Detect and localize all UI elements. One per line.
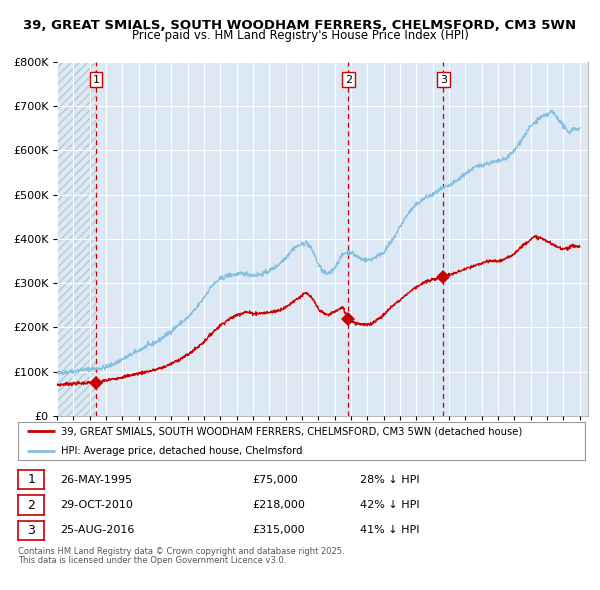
Text: £218,000: £218,000: [252, 500, 305, 510]
Text: 39, GREAT SMIALS, SOUTH WOODHAM FERRERS, CHELMSFORD, CM3 5WN: 39, GREAT SMIALS, SOUTH WOODHAM FERRERS,…: [23, 19, 577, 32]
Text: 1: 1: [93, 75, 100, 84]
Text: 26-MAY-1995: 26-MAY-1995: [60, 475, 132, 484]
Text: 1: 1: [27, 473, 35, 486]
Text: 3: 3: [440, 75, 447, 84]
Text: £315,000: £315,000: [252, 526, 305, 535]
Text: £75,000: £75,000: [252, 475, 298, 484]
Text: Price paid vs. HM Land Registry's House Price Index (HPI): Price paid vs. HM Land Registry's House …: [131, 30, 469, 42]
Text: 28% ↓ HPI: 28% ↓ HPI: [360, 475, 419, 484]
Text: Contains HM Land Registry data © Crown copyright and database right 2025.: Contains HM Land Registry data © Crown c…: [18, 548, 344, 556]
Text: 41% ↓ HPI: 41% ↓ HPI: [360, 526, 419, 535]
Text: 29-OCT-2010: 29-OCT-2010: [60, 500, 133, 510]
Text: This data is licensed under the Open Government Licence v3.0.: This data is licensed under the Open Gov…: [18, 556, 286, 565]
Text: 2: 2: [27, 499, 35, 512]
Text: 2: 2: [345, 75, 352, 84]
Text: 25-AUG-2016: 25-AUG-2016: [60, 526, 134, 535]
Text: 42% ↓ HPI: 42% ↓ HPI: [360, 500, 419, 510]
Text: HPI: Average price, detached house, Chelmsford: HPI: Average price, detached house, Chel…: [61, 445, 302, 455]
Text: 3: 3: [27, 524, 35, 537]
Text: 39, GREAT SMIALS, SOUTH WOODHAM FERRERS, CHELMSFORD, CM3 5WN (detached house): 39, GREAT SMIALS, SOUTH WOODHAM FERRERS,…: [61, 427, 522, 437]
Bar: [57, 62, 96, 416]
